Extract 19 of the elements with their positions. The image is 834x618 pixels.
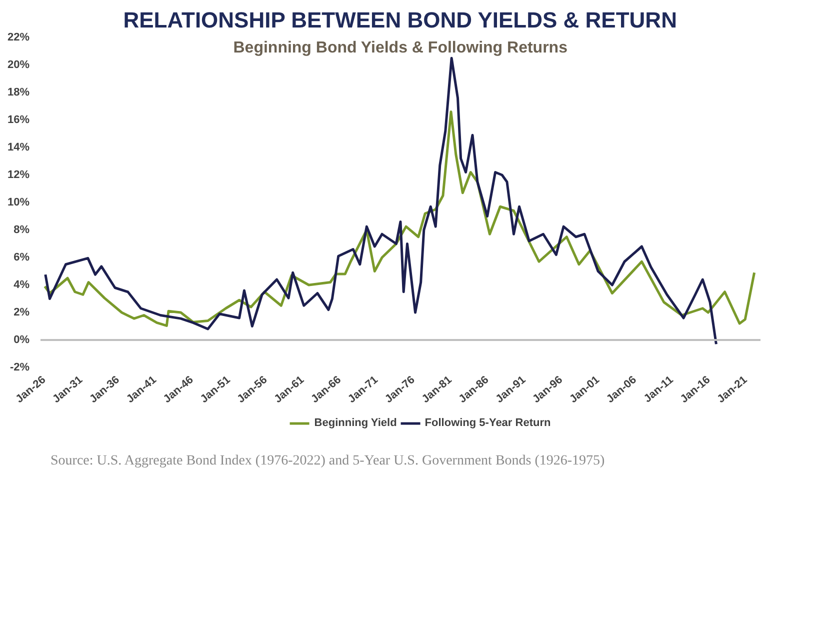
y-tick-label: 14% [7, 142, 30, 154]
y-tick-label: 20% [7, 59, 30, 71]
legend-label: Following 5-Year Return [424, 417, 551, 429]
y-tick-label: 22% [7, 32, 30, 44]
y-tick-label: -2% [10, 362, 30, 374]
y-tick-label: 10% [7, 196, 30, 208]
line-series [44, 56, 718, 346]
chart-subtitle: Beginning Bond Yields & Following Returns [233, 40, 568, 56]
y-tick-label: 12% [7, 169, 30, 181]
chart-title: RELATIONSHIP BETWEEN BOND YIELDS & RETURN [123, 8, 677, 32]
y-tick-label: 4% [14, 279, 30, 291]
legend-label: Beginning Yield [314, 417, 397, 429]
y-tick-label: 6% [14, 252, 30, 264]
y-tick-label: 16% [7, 114, 30, 126]
y-tick-label: 2% [14, 306, 30, 318]
y-tick-label: 0% [14, 334, 30, 346]
source-note: Source: U.S. Aggregate Bond Index (1976-2022) and 5-Year U.S. Government Bonds (1926-1975) [50, 454, 606, 468]
y-tick-label: 8% [14, 224, 30, 236]
y-tick-label: 18% [7, 86, 30, 98]
